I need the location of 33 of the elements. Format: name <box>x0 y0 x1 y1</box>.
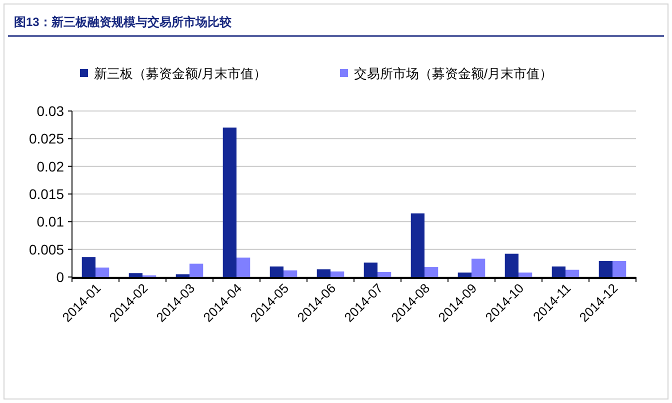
bar <box>504 254 518 277</box>
bar <box>458 272 472 277</box>
bar <box>316 269 330 277</box>
bar <box>82 257 96 277</box>
bar <box>566 270 580 277</box>
bar <box>222 128 236 277</box>
bar <box>96 268 110 277</box>
bar <box>424 267 438 277</box>
bar <box>270 266 284 277</box>
bar <box>364 262 378 277</box>
bar <box>598 260 612 277</box>
bar <box>410 213 424 277</box>
y-tick-label: 0.015 <box>28 186 64 202</box>
y-tick-label: 0 <box>56 269 64 285</box>
bar <box>330 271 344 277</box>
bar <box>472 258 486 277</box>
y-tick-label: 0.03 <box>36 103 64 119</box>
y-tick-label: 0.025 <box>28 130 64 147</box>
legend-label: 交易所市场（募资金额/月末市值） <box>354 66 553 81</box>
bar <box>612 260 626 277</box>
legend-label: 新三板（募资金额/月末市值） <box>94 66 267 81</box>
y-tick-label: 0.005 <box>28 241 64 258</box>
y-tick-label: 0.02 <box>36 158 64 174</box>
bar <box>378 272 392 277</box>
bar <box>176 274 190 277</box>
bar <box>128 273 142 277</box>
chart-title: 图13：新三板融资规模与交易所市场比较 <box>14 15 232 29</box>
bar <box>518 272 532 277</box>
y-tick-label: 0.01 <box>36 214 64 230</box>
bar <box>190 264 204 277</box>
bar <box>284 270 298 277</box>
bar <box>236 258 250 277</box>
bar <box>552 266 566 277</box>
